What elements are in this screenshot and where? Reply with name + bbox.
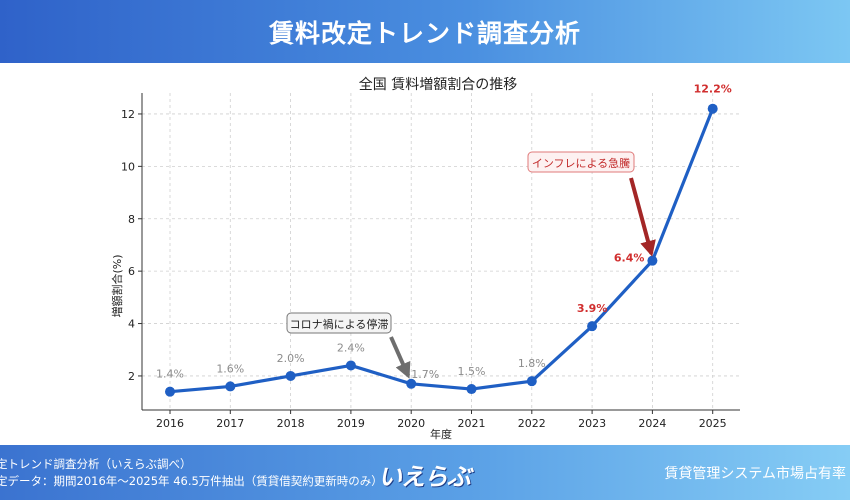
y-tick-label: 12 [121, 108, 135, 121]
axes [141, 93, 740, 411]
x-tick-label: 2017 [216, 417, 244, 430]
y-axis-label: 増額割合(%) [110, 254, 124, 317]
chart-title: 全国 賃料増額割合の推移 [359, 76, 517, 93]
annotations: コロナ禍による停滞 インフレによる急騰 [286, 151, 656, 379]
x-tick-label: 2016 [156, 417, 184, 430]
data-label: 1.5% [458, 365, 486, 378]
x-tick-label: 2020 [397, 417, 425, 430]
y-tick-label: 6 [128, 265, 135, 278]
annotation-arrow-inflation [629, 177, 656, 257]
data-point [345, 360, 356, 371]
header-banner: 賃料改定トレンド調査分析 [0, 0, 850, 63]
annotation-box-inflation [527, 151, 635, 173]
annotation-text-covid: コロナ禍による停滞 [290, 317, 389, 331]
data-point [406, 378, 417, 389]
x-tick-label: 2021 [458, 417, 486, 430]
data-point [587, 321, 598, 332]
y-tick-label: 8 [128, 213, 135, 226]
data-point [707, 103, 718, 114]
annotation-arrow-covid [389, 336, 411, 379]
footer-data-line: 定データ：期間2016年〜2025年 46.5万件抽出（賃貸借契約更新時のみ） [0, 474, 383, 488]
footer-tagline: 賃貸管理システム市場占有率 [664, 466, 846, 482]
data-label: 6.4% [614, 252, 645, 265]
x-tick-label: 2023 [578, 417, 606, 430]
x-tick-label: 2025 [699, 417, 727, 430]
data-label: 1.4% [156, 368, 184, 381]
data-point [647, 255, 658, 266]
data-point [526, 376, 537, 387]
y-tick-label: 10 [121, 160, 135, 173]
data-label: 3.9% [577, 302, 608, 315]
data-label: 1.8% [518, 357, 546, 370]
footer-banner: 定トレンド調査分析（いえらぶ調べ） 定データ：期間2016年〜2025年 46.… [0, 445, 850, 500]
data-label: 1.6% [216, 362, 244, 375]
page-title: 賃料改定トレンド調査分析 [268, 18, 581, 48]
data-label: 2.4% [337, 341, 365, 354]
y-tick-label: 4 [128, 318, 135, 331]
annotation-box-covid [286, 312, 392, 334]
data-point [285, 370, 296, 381]
x-tick-label: 2024 [638, 417, 666, 430]
data-label: 1.7% [411, 368, 439, 381]
annotation-text-inflation: インフレによる急騰 [532, 156, 630, 170]
x-tick-label: 2022 [518, 417, 546, 430]
data-labels: 1.4% 1.6% 2.0% 2.4% 1.7% 1.5% 1.8% 3.9% 6.4% 12.2… [156, 83, 732, 381]
footer-source-line: 定トレンド調査分析（いえらぶ調べ） [0, 457, 192, 471]
y-tick-label: 2 [128, 370, 135, 383]
x-tick-labels: 2016 2017 2018 2019 2020 2021 2022 2023 2024 2025 [156, 410, 727, 430]
x-tick-label: 2019 [337, 417, 365, 430]
data-point [466, 384, 477, 395]
data-label: 2.0% [277, 352, 305, 365]
chart-container: 全国 賃料増額割合の推移 2 4 6 8 10 12 2016 2017 2018 2019 20… [0, 63, 850, 445]
x-tick-label: 2018 [277, 417, 305, 430]
data-point [225, 381, 236, 392]
x-axis-label: 年度 [430, 427, 452, 441]
data-point [165, 386, 175, 397]
y-tick-labels: 2 4 6 8 10 12 [121, 108, 142, 383]
series-line [169, 108, 715, 394]
data-label: 12.2% [694, 83, 732, 96]
brand-logo: いえらぶ [378, 463, 471, 491]
series-increase-rate [165, 103, 718, 397]
